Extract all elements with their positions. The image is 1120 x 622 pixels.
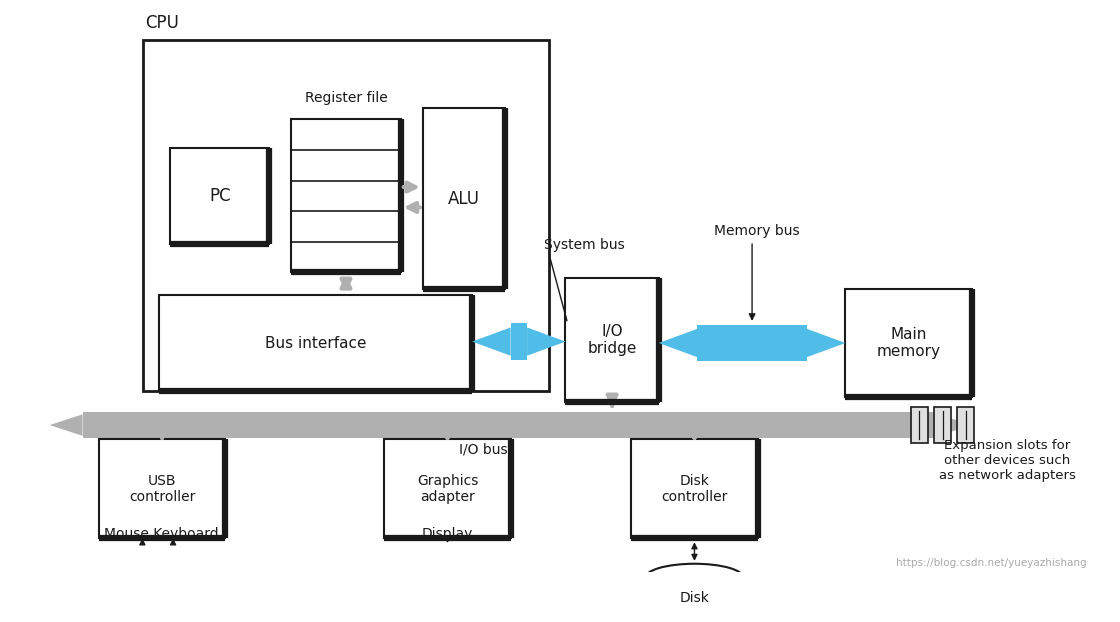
Text: Graphics
adapter: Graphics adapter (417, 473, 478, 504)
Text: System bus: System bus (543, 238, 624, 253)
Bar (384, 439, 511, 538)
Text: Memory bus: Memory bus (713, 225, 800, 238)
Text: ALU: ALU (448, 190, 480, 208)
Bar (159, 295, 473, 391)
Bar (99, 439, 225, 538)
Bar (170, 148, 269, 244)
Text: CPU: CPU (146, 14, 179, 32)
Text: Display: Display (421, 527, 473, 541)
Text: Disk: Disk (680, 591, 709, 605)
Polygon shape (659, 329, 697, 357)
Text: Expansion slots for
other devices such
as network adapters: Expansion slots for other devices such a… (939, 439, 1075, 482)
Bar (632, 439, 757, 538)
Bar (645, 578, 744, 622)
Polygon shape (83, 412, 939, 438)
Text: https://blog.csdn.net/yueyazhishang: https://blog.csdn.net/yueyazhishang (896, 558, 1086, 568)
Text: Disk
controller: Disk controller (661, 473, 728, 504)
Polygon shape (697, 325, 806, 361)
Text: I/O
bridge: I/O bridge (588, 324, 637, 356)
Text: USB
controller: USB controller (129, 473, 195, 504)
Text: Main
memory: Main memory (877, 327, 941, 359)
Polygon shape (49, 414, 83, 436)
Polygon shape (511, 323, 528, 360)
Text: Bus interface: Bus interface (265, 335, 366, 351)
Text: I/O bus: I/O bus (459, 442, 507, 456)
Bar (566, 278, 659, 402)
Text: Mouse Keyboard: Mouse Keyboard (104, 527, 218, 541)
Polygon shape (939, 414, 971, 436)
Bar (143, 40, 549, 391)
Bar (912, 407, 927, 443)
Text: Register file: Register file (305, 91, 388, 105)
Polygon shape (528, 327, 566, 356)
Polygon shape (806, 329, 846, 357)
Bar (934, 407, 951, 443)
Bar (422, 108, 505, 289)
Bar (291, 119, 401, 272)
Polygon shape (473, 327, 511, 356)
Bar (846, 289, 971, 397)
Ellipse shape (645, 564, 744, 592)
Bar (958, 407, 973, 443)
Text: PC: PC (209, 187, 231, 205)
